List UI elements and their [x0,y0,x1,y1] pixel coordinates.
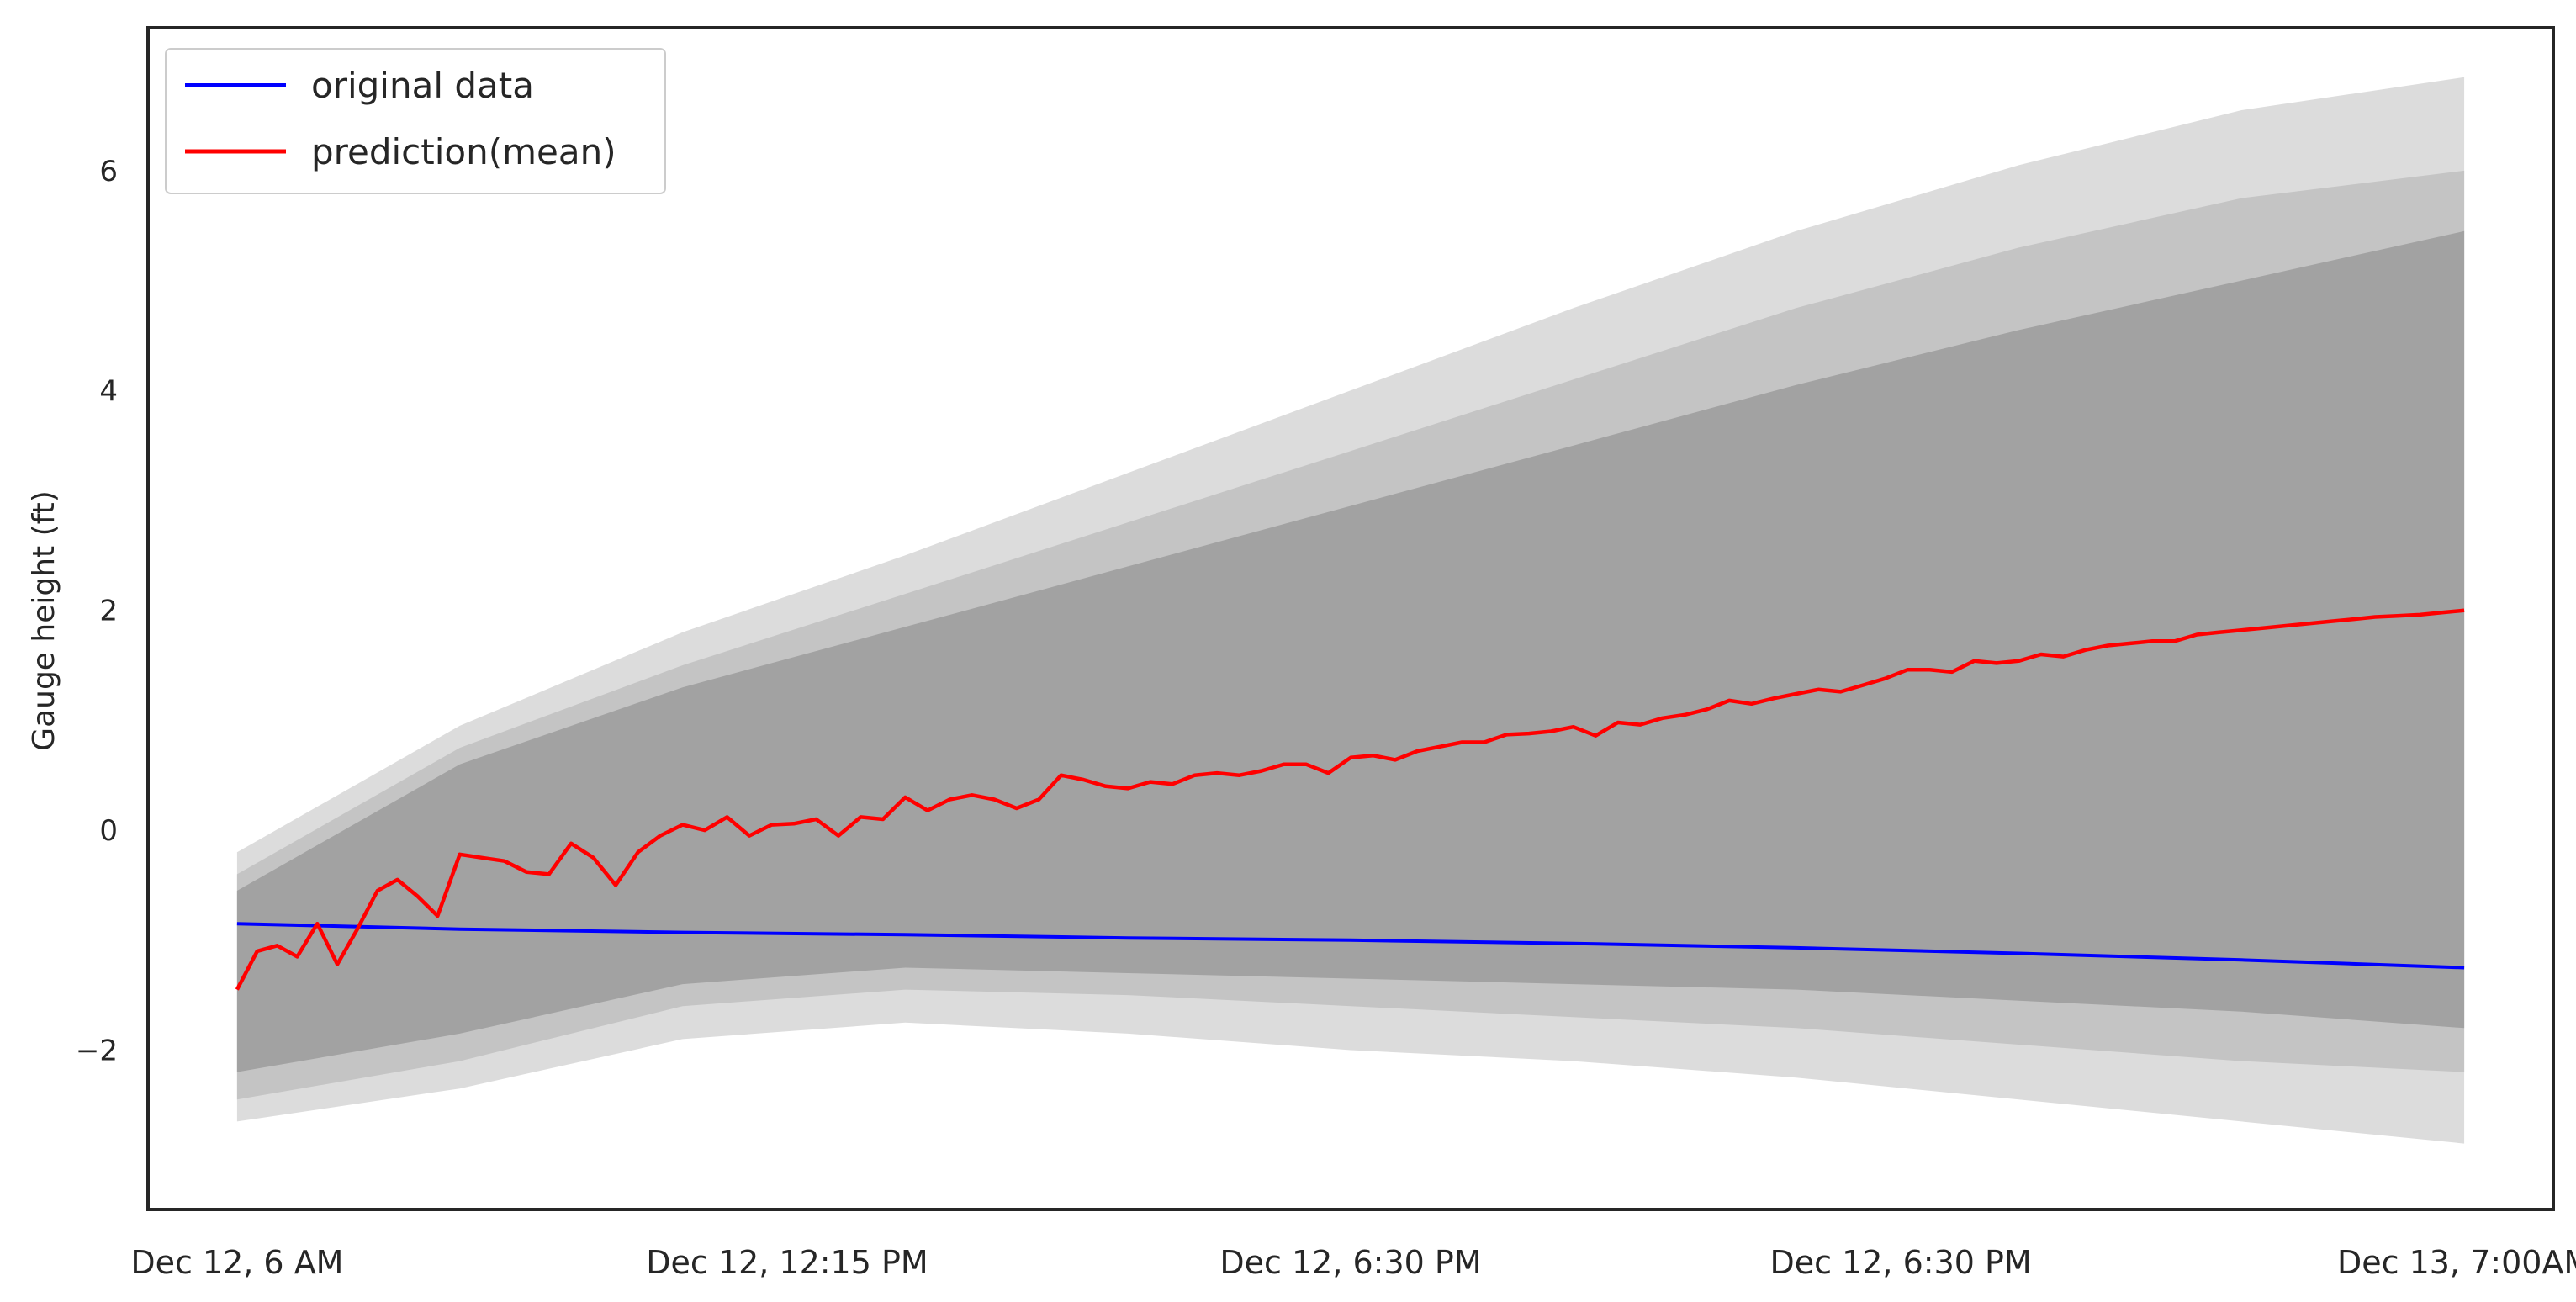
uncertainty-band-3 [236,230,2465,1072]
y-axis-ticks: −2 0 2 4 6 [76,155,118,1068]
y-tick-label: 4 [99,374,118,408]
y-tick-label: 6 [99,155,118,188]
plot-frame [146,26,2555,1211]
x-axis-ticks: Dec 12, 6 AM Dec 12, 12:15 PM Dec 12, 6:30… [130,1244,2576,1281]
legend-box [165,48,666,194]
legend: original data prediction(mean) [165,48,666,194]
x-tick-label: Dec 12, 6 AM [130,1244,343,1281]
x-tick-label: Dec 12, 6:30 PM [1769,1244,2031,1281]
x-tick-label: Dec 12, 6:30 PM [1219,1244,1481,1281]
y-tick-label: −2 [76,1035,118,1068]
y-tick-label: 0 [99,814,118,848]
x-tick-label: Dec 13, 7:00AM [2337,1244,2576,1281]
y-axis-label: Gauge height (ft) [27,490,61,751]
series-line-original-data [236,922,2465,970]
series-lines [235,608,2465,991]
uncertainty-bands [236,77,2465,1144]
legend-label-original-data: original data [311,65,534,106]
series-line-prediction-mean [235,608,2465,991]
y-tick-label: 2 [99,595,118,628]
x-tick-label: Dec 12, 12:15 PM [646,1244,928,1281]
legend-label-prediction-mean: prediction(mean) [311,131,616,172]
